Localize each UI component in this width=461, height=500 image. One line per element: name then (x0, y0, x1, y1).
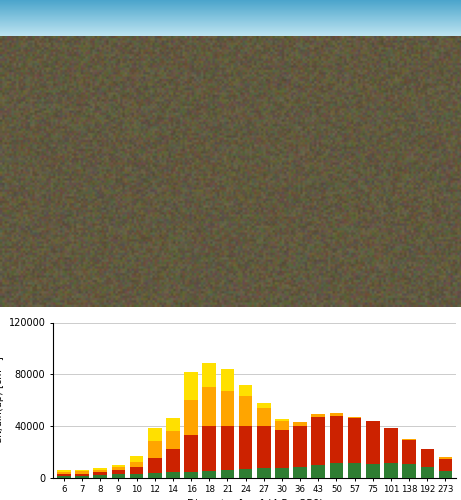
Bar (275, 468, 289, 477)
Bar (112, 474, 125, 478)
Bar (57, 472, 71, 478)
Bar (257, 468, 271, 477)
Bar (366, 420, 379, 478)
Bar (348, 417, 361, 478)
Bar (94, 468, 107, 477)
Bar (402, 464, 416, 477)
Bar (94, 472, 107, 478)
Bar (184, 400, 198, 477)
Bar (184, 372, 198, 478)
Bar (312, 414, 325, 478)
Bar (420, 449, 434, 478)
Bar (130, 456, 143, 477)
Bar (221, 426, 234, 478)
Bar (148, 442, 162, 478)
Bar (57, 470, 71, 478)
Bar (148, 458, 162, 477)
Bar (239, 469, 253, 478)
Bar (439, 457, 452, 477)
Bar (75, 474, 89, 478)
Bar (130, 474, 143, 478)
X-axis label: Diameter [nm] (4.5 – 350): Diameter [nm] (4.5 – 350) (187, 498, 323, 500)
Bar (75, 472, 89, 478)
Bar (239, 384, 253, 478)
Bar (94, 475, 107, 478)
Bar (148, 473, 162, 478)
Bar (166, 431, 180, 478)
Bar (384, 428, 398, 478)
Bar (75, 470, 89, 478)
Bar (384, 428, 398, 478)
Bar (184, 435, 198, 478)
Bar (202, 387, 216, 478)
Bar (420, 449, 434, 478)
Bar (112, 470, 125, 478)
Bar (257, 408, 271, 478)
Bar (166, 418, 180, 478)
Bar (439, 471, 452, 478)
Bar (202, 426, 216, 478)
Bar (330, 416, 343, 478)
Bar (148, 428, 162, 478)
Bar (275, 420, 289, 478)
Bar (166, 449, 180, 478)
Bar (439, 460, 452, 477)
Bar (275, 430, 289, 478)
Bar (402, 440, 416, 478)
Bar (293, 426, 307, 478)
Bar (348, 423, 361, 478)
Bar (257, 426, 271, 478)
Bar (402, 439, 416, 478)
Y-axis label: dN/dln(dp) [cm⁻³]: dN/dln(dp) [cm⁻³] (0, 356, 4, 444)
Bar (112, 467, 125, 477)
Bar (366, 428, 379, 478)
Bar (130, 467, 143, 477)
Bar (293, 422, 307, 478)
Bar (275, 420, 289, 478)
Bar (221, 369, 234, 478)
Bar (94, 470, 107, 478)
Bar (239, 396, 253, 477)
Bar (75, 476, 89, 478)
Bar (202, 471, 216, 478)
Bar (330, 416, 343, 478)
Bar (57, 474, 71, 478)
Bar (312, 418, 325, 478)
Bar (420, 467, 434, 477)
Bar (384, 464, 398, 477)
Bar (221, 391, 234, 478)
Bar (166, 472, 180, 478)
Bar (57, 476, 71, 478)
Bar (366, 420, 379, 478)
Bar (330, 413, 343, 478)
Bar (330, 464, 343, 477)
Bar (348, 464, 361, 477)
Bar (366, 464, 379, 477)
Bar (312, 464, 325, 477)
Bar (221, 470, 234, 478)
Bar (293, 422, 307, 478)
Bar (202, 362, 216, 478)
Bar (312, 417, 325, 478)
Bar (184, 472, 198, 478)
Bar (257, 402, 271, 477)
Bar (293, 467, 307, 477)
Bar (130, 462, 143, 477)
Bar (348, 418, 361, 478)
Bar (112, 464, 125, 477)
Bar (239, 426, 253, 478)
